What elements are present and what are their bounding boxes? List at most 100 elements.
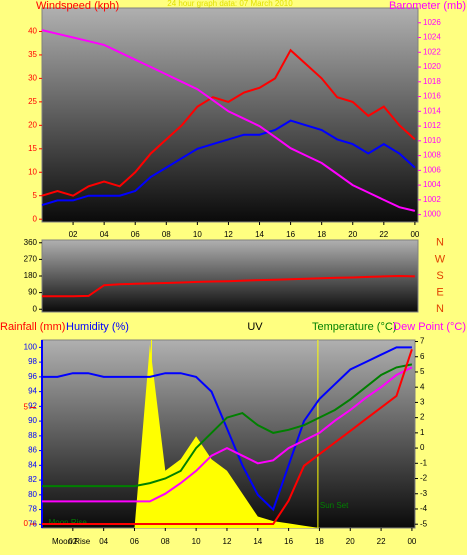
y2-tick-label: 6 bbox=[420, 352, 425, 361]
x-tick-label: 22 bbox=[377, 537, 386, 546]
y-tick-label: 5 bbox=[33, 191, 38, 200]
x-tick-label: 18 bbox=[315, 537, 324, 546]
chart-title: 24 hour graph data: 07 March 2010 bbox=[167, 0, 293, 8]
plot-area bbox=[41, 239, 419, 313]
x-tick-label: 12 bbox=[223, 537, 232, 546]
series-line bbox=[41, 29, 416, 212]
x-tick-label: 14 bbox=[253, 537, 262, 546]
y-tick-label: 20 bbox=[28, 120, 37, 129]
event-label: Sun Set bbox=[320, 501, 349, 510]
x-tick-label: 16 bbox=[286, 230, 295, 239]
y2-tick-label: 1012 bbox=[423, 121, 441, 130]
compass-label: W bbox=[435, 253, 446, 265]
x-tick-label: 06 bbox=[130, 537, 139, 546]
y2-tick-label: 1018 bbox=[423, 77, 441, 86]
y-tick-label: 35 bbox=[28, 50, 37, 59]
y2-tick-label: 3 bbox=[420, 398, 425, 407]
x-tick-label: 08 bbox=[161, 537, 170, 546]
panel-label: UV bbox=[247, 321, 263, 333]
series-line bbox=[42, 274, 415, 298]
x-tick-label: 02 bbox=[68, 537, 77, 546]
x-tick-label: 20 bbox=[348, 230, 357, 239]
series-line bbox=[41, 48, 416, 197]
compass-label: S bbox=[436, 270, 443, 282]
y-tick-label: 90 bbox=[28, 416, 37, 425]
y2-tick-label: 1002 bbox=[423, 195, 441, 204]
y2-tick-label: 1022 bbox=[423, 47, 441, 56]
x-tick-label: 18 bbox=[317, 230, 326, 239]
y-tick-label: 96 bbox=[28, 372, 37, 381]
panel-label: Dew Point (°C) bbox=[393, 321, 466, 333]
y2-tick-label: 1 bbox=[420, 428, 425, 437]
y2-tick-label: -2 bbox=[420, 474, 428, 483]
y2-tick-label: 0 bbox=[420, 443, 425, 452]
y-tick-label: 84 bbox=[28, 460, 37, 469]
y2-tick-label: -3 bbox=[420, 489, 428, 498]
panel-label: Rainfall (mm) bbox=[0, 321, 65, 333]
footer-label: Moon Rise bbox=[52, 537, 91, 546]
y2-tick-label: 1004 bbox=[423, 180, 441, 189]
series-line bbox=[41, 119, 416, 207]
y2-tick-label: 1000 bbox=[423, 210, 441, 219]
y2-tick-label: 1026 bbox=[423, 18, 441, 27]
x-tick-label: 08 bbox=[162, 230, 171, 239]
series-line bbox=[42, 346, 412, 512]
y-tick-label: 80 bbox=[28, 490, 37, 499]
x-tick-label: 00 bbox=[407, 537, 416, 546]
y2-tick-label: 1016 bbox=[423, 92, 441, 101]
x-tick-label: 12 bbox=[224, 230, 233, 239]
y-tick-label: 98 bbox=[28, 357, 37, 366]
y-tick-label: 100 bbox=[24, 342, 38, 351]
y2-tick-label: 5 bbox=[420, 367, 425, 376]
rain-tick-label: 5 bbox=[24, 403, 29, 412]
x-tick-label: 06 bbox=[131, 230, 140, 239]
x-tick-label: 02 bbox=[69, 230, 78, 239]
y-tick-label: 25 bbox=[28, 97, 37, 106]
x-tick-label: 10 bbox=[192, 537, 201, 546]
x-tick-label: 00 bbox=[410, 230, 419, 239]
compass-label: N bbox=[436, 303, 444, 315]
series-line bbox=[42, 366, 413, 503]
left-axis-label: Windspeed (kph) bbox=[36, 0, 119, 12]
y-tick-label: 78 bbox=[28, 505, 37, 514]
y2-tick-label: 7 bbox=[420, 337, 425, 346]
y-tick-label: 0 bbox=[33, 304, 38, 313]
compass-label: N bbox=[436, 237, 444, 249]
y2-tick-label: -4 bbox=[420, 504, 428, 513]
y-tick-label: 94 bbox=[28, 387, 37, 396]
x-tick-label: 10 bbox=[193, 230, 202, 239]
uv-area bbox=[42, 344, 412, 528]
x-tick-label: 14 bbox=[255, 230, 264, 239]
y-tick-label: 90 bbox=[28, 288, 37, 297]
y-tick-label: 360 bbox=[24, 238, 38, 247]
y2-tick-label: 1020 bbox=[423, 62, 441, 71]
x-tick-label: 16 bbox=[284, 537, 293, 546]
panel-label: Temperature (°C) bbox=[312, 321, 396, 333]
y2-tick-label: 1014 bbox=[423, 106, 441, 115]
y-tick-label: 270 bbox=[24, 254, 38, 263]
y-tick-label: 10 bbox=[28, 167, 37, 176]
y-tick-label: 92 bbox=[28, 401, 37, 410]
series-line bbox=[42, 363, 413, 488]
y2-tick-label: 1008 bbox=[423, 151, 441, 160]
rain-tick-label: 0 bbox=[24, 519, 29, 528]
y2-tick-label: 1010 bbox=[423, 136, 441, 145]
x-tick-label: 22 bbox=[379, 230, 388, 239]
y-tick-label: 180 bbox=[24, 271, 38, 280]
x-tick-label: 04 bbox=[100, 230, 109, 239]
y2-tick-label: 2 bbox=[420, 413, 425, 422]
y2-tick-label: 4 bbox=[420, 382, 425, 391]
y-tick-label: 15 bbox=[28, 144, 37, 153]
compass-label: E bbox=[436, 287, 443, 299]
x-tick-label: 04 bbox=[99, 537, 108, 546]
y2-tick-label: -5 bbox=[420, 519, 428, 528]
y2-tick-label: 1024 bbox=[423, 33, 441, 42]
event-label: Moon Rise bbox=[49, 518, 88, 527]
series-line bbox=[42, 348, 413, 525]
y-tick-label: 88 bbox=[28, 431, 37, 440]
y-tick-label: 30 bbox=[28, 74, 37, 83]
x-tick-label: 20 bbox=[346, 537, 355, 546]
panel-label: Humidity (%) bbox=[66, 321, 129, 333]
y2-tick-label: 1006 bbox=[423, 165, 441, 174]
